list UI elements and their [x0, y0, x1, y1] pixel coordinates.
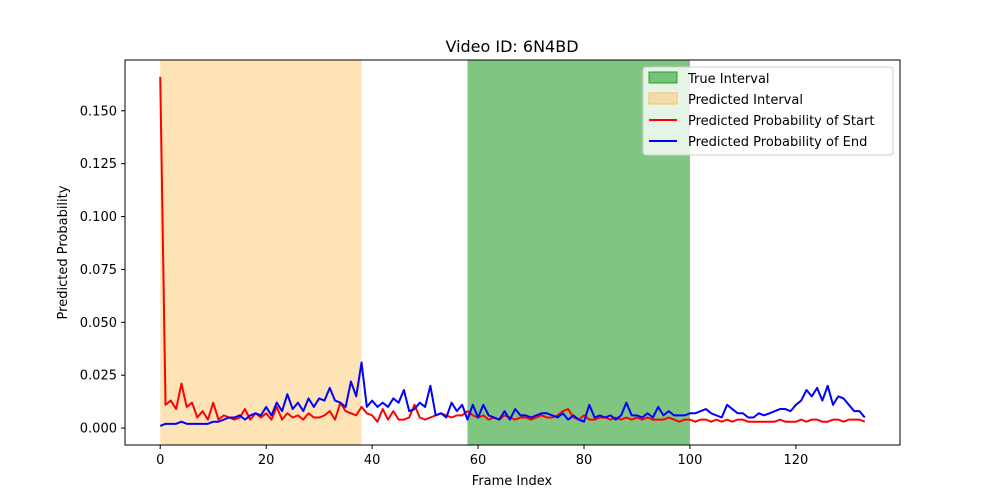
y-tick-label: 0.075: [80, 263, 117, 278]
legend-swatch-true-interval: [648, 71, 678, 84]
y-tick-label: 0.050: [80, 316, 117, 331]
series-line-start: [159, 76, 866, 423]
x-axis-ticks: 0 20 40 60 80 100 120: [156, 445, 808, 468]
x-tick-label: 20: [258, 453, 275, 468]
legend-label-true-interval: True Interval: [687, 72, 770, 87]
interval-span-predicted: [160, 60, 362, 445]
x-tick-label: 40: [364, 453, 381, 468]
legend: True Interval Predicted Interval Predict…: [642, 66, 894, 156]
x-tick-label: 0: [156, 453, 164, 468]
x-tick-label: 120: [783, 453, 808, 468]
legend-label-start: Predicted Probability of Start: [688, 114, 874, 129]
chart-title: Video ID: 6N4BD: [445, 37, 578, 56]
legend-label-end: Predicted Probability of End: [688, 135, 867, 150]
x-tick-label: 80: [576, 453, 593, 468]
x-tick-label: 100: [678, 453, 703, 468]
y-tick-label: 0.025: [80, 369, 117, 384]
legend-swatch-predicted-interval: [648, 92, 678, 105]
y-axis-ticks: 0.000 0.025 0.050 0.075 0.100 0.125 0.150: [80, 104, 125, 437]
y-tick-label: 0.125: [80, 157, 117, 172]
plot-frame: [124, 59, 901, 446]
series-lines: [159, 76, 866, 427]
series-line-end: [159, 361, 866, 427]
legend-box: [642, 66, 894, 156]
x-tick-label: 60: [470, 453, 487, 468]
y-axis-label: Predicted Probability: [56, 185, 71, 319]
y-tick-label: 0.150: [80, 104, 117, 119]
x-axis-label: Frame Index: [472, 474, 553, 489]
y-tick-label: 0.000: [80, 422, 117, 437]
interval-spans: [160, 60, 690, 445]
y-tick-label: 0.100: [80, 210, 117, 225]
legend-label-predicted-interval: Predicted Interval: [688, 93, 803, 108]
